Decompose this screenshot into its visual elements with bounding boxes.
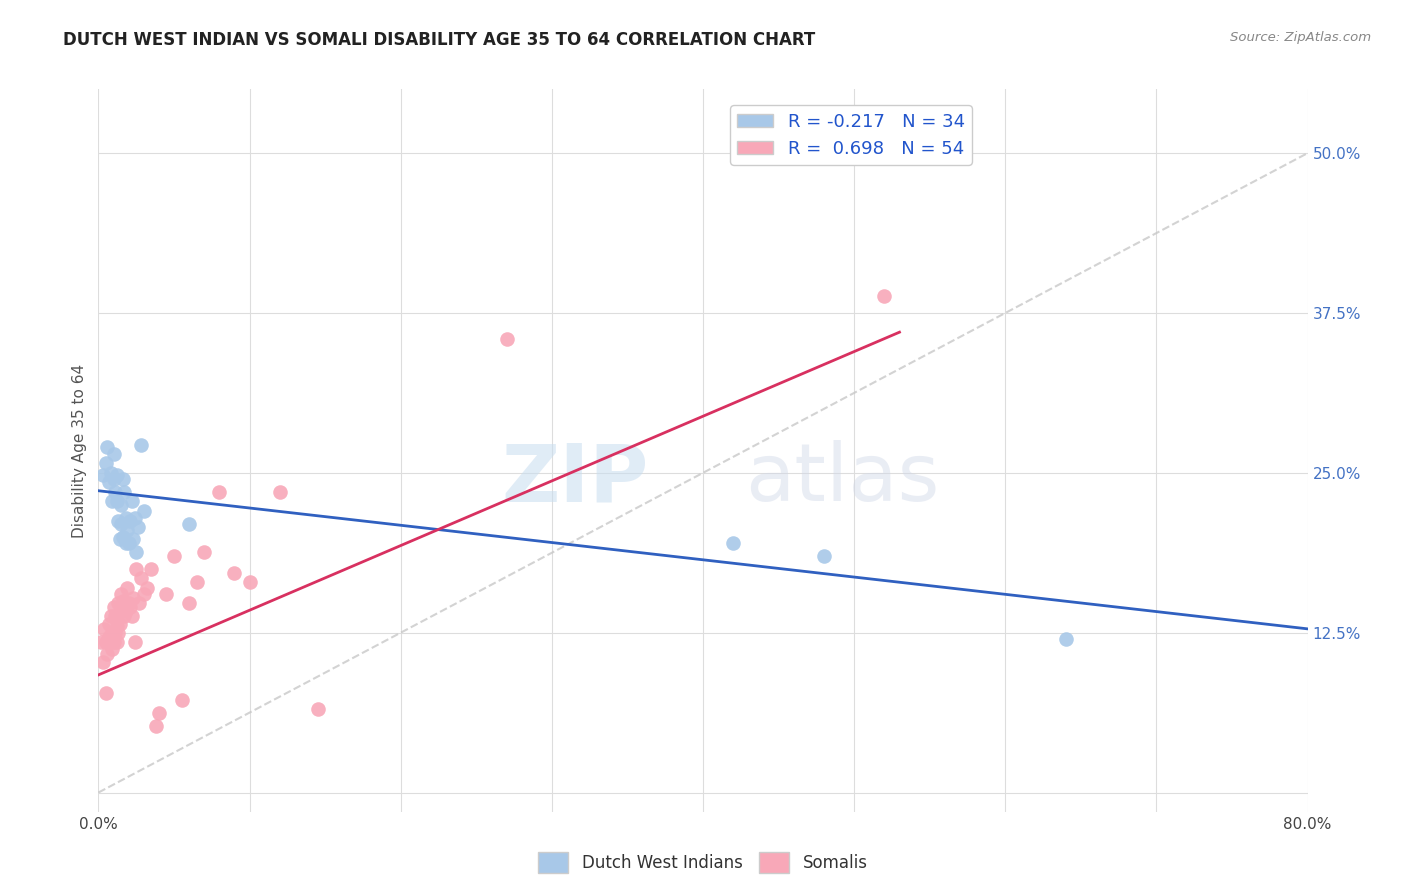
Point (239, 574, 262, 589)
Point (104, 609, 127, 624)
Point (107, 625, 129, 640)
Point (307, 702, 329, 716)
Point (105, 619, 128, 633)
Point (96, 648, 118, 662)
Point (111, 472, 134, 486)
Point (193, 545, 215, 559)
Point (94, 456, 117, 470)
Point (873, 289, 896, 303)
Point (104, 625, 127, 640)
Point (723, 536, 745, 550)
Point (813, 549, 835, 563)
Point (114, 536, 136, 550)
Point (127, 519, 149, 533)
Point (91, 468, 114, 483)
Point (91, 655, 114, 669)
Point (179, 596, 201, 610)
Point (103, 447, 125, 461)
Point (98, 630, 121, 644)
Point (103, 600, 125, 615)
Point (114, 604, 136, 618)
Point (128, 596, 150, 610)
Point (108, 533, 131, 547)
Point (90, 634, 112, 648)
Point (121, 494, 143, 508)
Point (103, 472, 125, 486)
Point (112, 485, 135, 500)
Point (104, 485, 127, 500)
Legend: Dutch West Indians, Somalis: Dutch West Indians, Somalis (531, 846, 875, 880)
Point (100, 609, 122, 624)
Point (105, 634, 128, 648)
Point (124, 510, 146, 524)
Point (107, 596, 129, 610)
Point (132, 587, 155, 601)
Point (101, 642, 124, 657)
Point (94, 634, 117, 648)
Point (105, 494, 128, 508)
Point (122, 591, 145, 606)
Point (103, 634, 125, 648)
Point (121, 609, 143, 624)
Point (495, 332, 517, 346)
Point (148, 706, 170, 721)
Text: Source: ZipAtlas.com: Source: ZipAtlas.com (1230, 31, 1371, 45)
Text: ZIP: ZIP (502, 441, 648, 518)
Point (208, 485, 231, 500)
Point (224, 566, 246, 580)
Point (101, 494, 124, 508)
Point (107, 515, 129, 529)
Point (186, 574, 208, 589)
Point (105, 468, 128, 483)
Point (163, 549, 186, 563)
Point (110, 604, 132, 618)
Point (111, 530, 134, 544)
Point (115, 581, 138, 595)
Y-axis label: Disability Age 35 to 64: Disability Age 35 to 64 (72, 363, 87, 538)
Point (98, 475, 121, 489)
Point (120, 515, 142, 529)
Point (125, 562, 148, 576)
Legend: R = -0.217   N = 34, R =  0.698   N = 54: R = -0.217 N = 34, R = 0.698 N = 54 (730, 105, 972, 165)
Point (101, 625, 124, 640)
Point (269, 485, 291, 500)
Point (135, 581, 157, 595)
Point (110, 587, 132, 601)
Point (145, 719, 167, 733)
Text: atlas: atlas (745, 441, 939, 518)
Point (111, 593, 134, 607)
Point (114, 510, 136, 524)
Point (132, 504, 155, 518)
Point (118, 536, 141, 550)
Point (93, 622, 115, 636)
Point (98, 616, 121, 631)
Point (122, 533, 145, 547)
Point (96, 634, 118, 648)
Point (124, 634, 146, 648)
Point (100, 466, 122, 480)
Point (141, 562, 163, 576)
Point (120, 600, 142, 615)
Point (129, 438, 152, 452)
Point (96, 440, 118, 454)
Point (112, 609, 135, 624)
Point (129, 571, 152, 585)
Point (94, 686, 117, 700)
Point (1054, 632, 1077, 646)
Point (179, 516, 201, 531)
Point (170, 693, 193, 707)
Point (155, 587, 177, 601)
Point (110, 516, 132, 531)
Point (115, 524, 138, 538)
Point (118, 596, 141, 610)
Point (100, 634, 122, 648)
Point (125, 545, 148, 559)
Point (110, 498, 132, 512)
Point (108, 616, 131, 631)
Text: DUTCH WEST INDIAN VS SOMALI DISABILITY AGE 35 TO 64 CORRELATION CHART: DUTCH WEST INDIAN VS SOMALI DISABILITY A… (63, 31, 815, 49)
